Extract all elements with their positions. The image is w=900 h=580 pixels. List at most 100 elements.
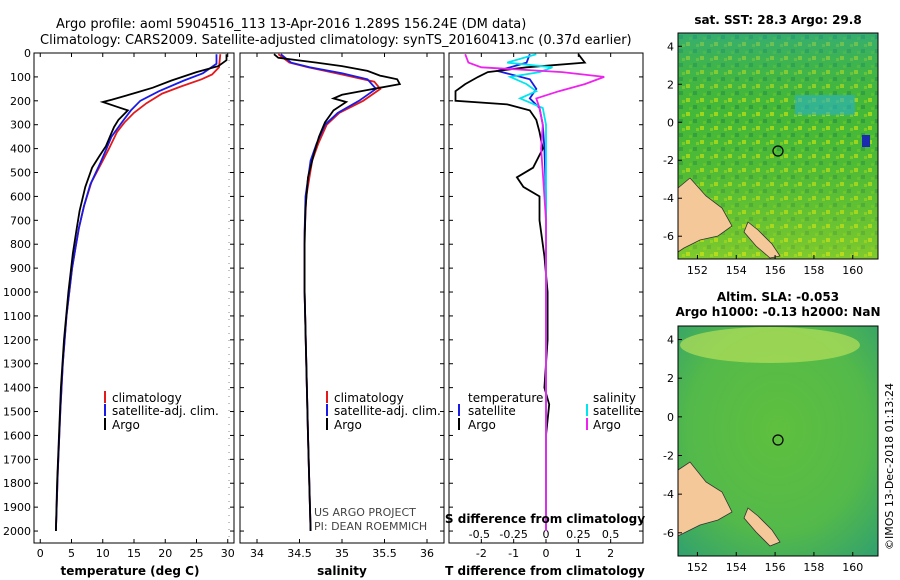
y-tick-label: 2000 <box>3 525 31 538</box>
difference-xlabel: T difference from climatology <box>445 564 645 578</box>
header-line1: Argo profile: aoml 5904516_113 13-Apr-20… <box>56 17 526 32</box>
land-mass <box>677 177 733 253</box>
x-tick-label: 34 <box>250 547 264 560</box>
salinity-legend: climatology satellite-adj. clim. Argo <box>326 391 441 432</box>
map-y-tick-label: 0 <box>667 411 674 424</box>
legend-label-satellite: satellite-adj. clim. <box>334 404 441 418</box>
y-tick-label: 1400 <box>3 382 31 395</box>
x-tick-label: 35.5 <box>372 547 397 560</box>
map-x-tick-label: 152 <box>687 264 708 277</box>
y-tick-label: 800 <box>10 238 31 251</box>
legend-label-temp-argo: Argo <box>468 418 496 432</box>
y-tick-label: 1000 <box>3 286 31 299</box>
sst-cool-patch <box>795 95 855 115</box>
legend-label-satellite: satellite-adj. clim. <box>112 404 219 418</box>
argo-position-marker <box>772 145 784 157</box>
sst-map-frame <box>677 32 879 260</box>
y-tick-label: 900 <box>10 262 31 275</box>
series-line-argo <box>55 54 228 532</box>
series-line-temperature-argo <box>454 53 587 531</box>
x-tick-label: 5 <box>68 547 75 560</box>
x-tick-label: 35 <box>335 547 349 560</box>
x-tick-label: -1 <box>508 547 519 560</box>
y-tick-label: 400 <box>10 143 31 156</box>
map-y-tick-label: -6 <box>663 527 674 540</box>
y-tick-label: 300 <box>10 119 31 132</box>
x-tick-label: 0 <box>543 547 550 560</box>
map-x-tick-label: 152 <box>687 561 708 574</box>
map-y-tick-label: -2 <box>663 449 674 462</box>
legend-label-sal-satellite: satellite <box>593 404 641 418</box>
sst-map <box>677 32 879 260</box>
y-tick-label: 1200 <box>3 334 31 347</box>
temperature-xlabel: temperature (deg C) <box>61 564 200 578</box>
x-tick-label: 25 <box>190 547 204 560</box>
credit-line2: PI: DEAN ROEMMICH <box>314 520 427 533</box>
map-x-tick-label: 156 <box>765 561 786 574</box>
sla-map-title2: Argo h1000: -0.13 h2000: NaN <box>675 305 880 319</box>
x-tick-label: 10 <box>96 547 110 560</box>
sst-cold-pixel <box>862 135 870 147</box>
map-x-tick-label: 158 <box>803 264 824 277</box>
y-tick-label: 1300 <box>3 358 31 371</box>
credit-line1: US ARGO PROJECT <box>314 506 416 519</box>
legend-title-temperature: temperature <box>468 391 543 405</box>
sst-map-title: sat. SST: 28.3 Argo: 29.8 <box>694 13 861 27</box>
difference-legend: temperature satellite Argo salinity sate… <box>458 391 641 432</box>
y-tick-label: 1100 <box>3 310 31 323</box>
y-tick-label: 1700 <box>3 453 31 466</box>
map-x-tick-label: 154 <box>726 264 747 277</box>
map-y-tick-label: 2 <box>667 372 674 385</box>
x-tick-label-top: -0.25 <box>499 528 527 541</box>
legend-label-climatology: climatology <box>334 391 404 405</box>
x-tick-label: 36 <box>420 547 434 560</box>
salinity-profile-plot: 34 34.5 35 35.5 36 <box>239 52 445 560</box>
x-tick-label: 30 <box>221 547 235 560</box>
map-y-tick-label: -6 <box>663 230 674 243</box>
y-tick-label: 1900 <box>3 501 31 514</box>
map-x-tick-label: 160 <box>842 561 863 574</box>
sla-map-frame <box>677 325 879 557</box>
map-y-tick-label: -4 <box>663 192 674 205</box>
map-y-tick-label: 4 <box>667 40 674 53</box>
x-tick-label-top: -0.5 <box>469 528 490 541</box>
map-x-tick-label: 158 <box>803 561 824 574</box>
sla-high-band <box>680 327 860 363</box>
plot-frame <box>33 52 235 544</box>
y-tick-label: 100 <box>10 71 31 84</box>
map-x-tick-label: 160 <box>842 264 863 277</box>
legend-label-argo: Argo <box>112 418 140 432</box>
x-tick-label-top: 0.5 <box>602 528 620 541</box>
legend-label-sal-argo: Argo <box>593 418 621 432</box>
x-tick-label: 34.5 <box>287 547 312 560</box>
map-y-tick-label: 4 <box>667 334 674 347</box>
y-tick-label: 1800 <box>3 477 31 490</box>
imos-timestamp: ©IMOS 13-Dec-2018 01:13:24 <box>883 383 896 550</box>
argo-position-marker <box>772 434 784 446</box>
y-tick-label: 600 <box>10 190 31 203</box>
plot-frame <box>239 52 445 544</box>
series-line-argo <box>273 53 402 532</box>
x-tick-label-top: 0 <box>543 528 550 541</box>
y-tick-label: 1500 <box>3 406 31 419</box>
sla-map-axes: 152 154 156 158 160 4 2 0 -2 -4 -6 <box>663 334 863 574</box>
x-tick-label-top: 0.25 <box>566 528 591 541</box>
difference-xlabel-top: S difference from climatology <box>445 512 645 526</box>
x-tick-label: 20 <box>158 547 172 560</box>
map-y-tick-label: -4 <box>663 488 674 501</box>
salinity-xlabel: salinity <box>317 564 367 578</box>
legend-label-argo: Argo <box>334 418 362 432</box>
difference-profile-plot: -2 -1 0 1 2 -0.5 -0.25 0 0.25 0.5 <box>448 52 644 560</box>
map-x-tick-label: 154 <box>726 561 747 574</box>
legend-label-climatology: climatology <box>112 391 182 405</box>
y-tick-label: 500 <box>10 167 31 180</box>
sla-map <box>677 325 879 557</box>
legend-label-temp-satellite: satellite <box>468 404 516 418</box>
land-mass <box>743 507 781 547</box>
x-tick-label: 15 <box>127 547 141 560</box>
y-tick-label: 1600 <box>3 429 31 442</box>
x-tick-label: 0 <box>37 547 44 560</box>
temperature-profile-plot: 0100200300400500600700800900100011001200… <box>3 47 235 560</box>
map-x-tick-label: 156 <box>765 264 786 277</box>
